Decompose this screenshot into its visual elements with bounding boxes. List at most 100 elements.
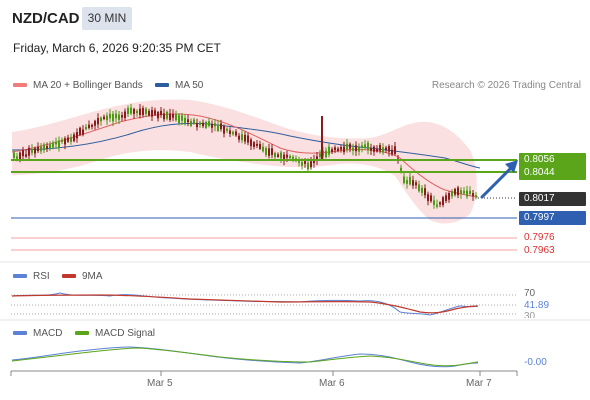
candle-body <box>133 108 135 115</box>
support-2-label: 0.7963 <box>524 245 555 256</box>
candle-body <box>316 156 318 161</box>
candle-body <box>34 148 36 154</box>
candle-body <box>118 114 120 120</box>
candle-body <box>406 180 408 184</box>
candle-body <box>67 137 69 142</box>
candle-body <box>226 128 228 131</box>
pivot-badge: 0.7997 <box>519 211 586 225</box>
candle-body <box>361 145 363 148</box>
macd-label: MACD <box>33 328 63 339</box>
candle-body <box>73 134 75 142</box>
candlesticks <box>13 103 477 209</box>
candle-body <box>52 142 54 148</box>
candle-body <box>271 148 273 155</box>
resistance-2-badge: 0.8056 <box>519 153 586 167</box>
candle-body <box>310 161 312 168</box>
candle-body <box>184 117 186 124</box>
candle-body <box>331 149 333 153</box>
candle-body <box>343 146 345 153</box>
bollinger-band <box>12 99 477 224</box>
timestamp: Friday, March 6, 2026 9:20:35 PM CET <box>13 41 221 55</box>
candle-body <box>427 194 429 201</box>
rsi-swatch-icon <box>13 274 27 279</box>
macd-signal-label: MACD Signal <box>95 328 156 339</box>
candle-body <box>46 146 48 149</box>
candle-body <box>139 108 141 116</box>
candle-body <box>160 110 162 115</box>
candle-body <box>181 115 183 121</box>
candle-body <box>229 130 231 134</box>
candle-body <box>43 144 45 151</box>
candle-body <box>124 111 126 118</box>
ma20-line <box>11 113 479 198</box>
candle-body <box>292 156 294 159</box>
candle-body <box>214 123 216 127</box>
candle-body <box>268 148 270 156</box>
candle-body <box>388 146 390 152</box>
candle-body <box>355 145 357 152</box>
legend-ma50: MA 50 <box>155 80 203 91</box>
candle-body <box>82 129 84 135</box>
candle-body <box>418 184 420 192</box>
candle-body <box>106 115 108 121</box>
candle-body <box>169 113 171 120</box>
candle-body <box>250 139 252 147</box>
candle-body <box>403 176 405 184</box>
candle-body <box>40 146 42 152</box>
candle-body <box>298 160 300 163</box>
candle-body <box>148 111 150 116</box>
candle-body <box>301 161 303 166</box>
candle-body <box>376 148 378 152</box>
interval-badge[interactable]: 30 MIN <box>82 7 132 30</box>
candle-body <box>145 108 147 115</box>
candle-spike <box>321 116 323 160</box>
candle-body <box>247 135 249 143</box>
legend-ma20: MA 20 + Bollinger Bands <box>13 80 143 91</box>
candle-body <box>349 143 351 149</box>
macd-line <box>11 346 479 368</box>
candle-body <box>280 152 282 159</box>
candle-body <box>421 187 423 193</box>
candle-body <box>370 148 372 151</box>
candle-body <box>259 143 261 149</box>
candle-body <box>70 137 72 142</box>
candle-body <box>286 154 288 158</box>
candle-body <box>190 121 192 126</box>
candle-body <box>193 119 195 124</box>
macd-signal-swatch-icon <box>75 331 89 336</box>
candle-body <box>265 148 267 155</box>
research-credit: Research © 2026 Trading Central <box>431 80 581 91</box>
candle-body <box>79 127 81 135</box>
ma20-swatch-icon <box>13 83 27 88</box>
rsi-legend: RSI <box>13 271 50 282</box>
candle-body <box>220 123 222 130</box>
candle-body <box>238 135 240 140</box>
candle-body <box>346 143 348 150</box>
candle-body <box>217 124 219 131</box>
candle-body <box>211 124 213 128</box>
candle-body <box>445 195 447 202</box>
candle-body <box>85 126 87 130</box>
candle-body <box>256 143 258 146</box>
candle-body <box>244 134 246 142</box>
candle-body <box>178 115 180 124</box>
candle-body <box>28 147 30 156</box>
candle-body <box>457 187 459 196</box>
candle-body <box>382 147 384 153</box>
rsi-ma-swatch-icon <box>62 274 76 279</box>
candle-body <box>13 152 15 158</box>
candle-body <box>223 125 225 134</box>
candle-body <box>205 121 207 128</box>
candle-body <box>202 122 204 127</box>
candle-body <box>166 111 168 119</box>
candle-body <box>433 200 435 205</box>
candle-body <box>337 148 339 152</box>
rsi-label: RSI <box>33 271 50 282</box>
candle-body <box>115 113 117 119</box>
candle-body <box>49 144 51 149</box>
candle-body <box>328 146 330 155</box>
candle-body <box>199 122 201 125</box>
candle-body <box>442 197 444 205</box>
rsi-ma-label: 9MA <box>82 271 103 282</box>
